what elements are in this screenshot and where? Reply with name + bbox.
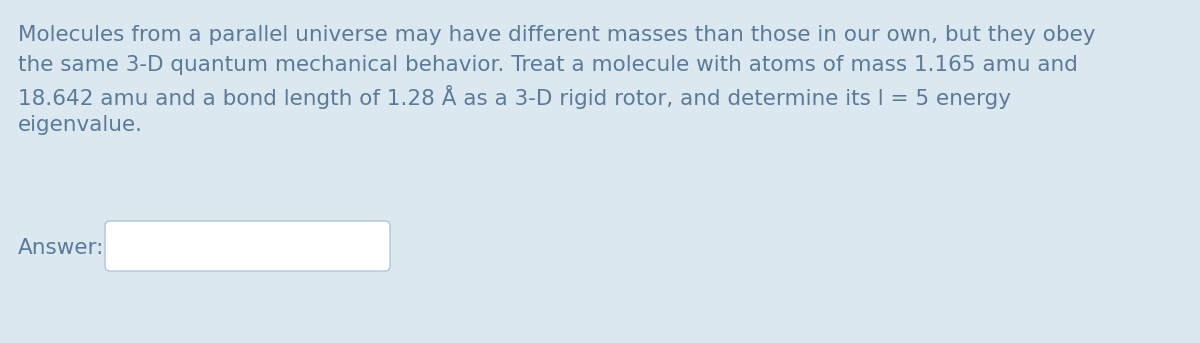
Text: Molecules from a parallel universe may have different masses than those in our o: Molecules from a parallel universe may h…: [18, 25, 1096, 45]
Text: Answer:: Answer:: [18, 238, 104, 258]
Text: eigenvalue.: eigenvalue.: [18, 115, 143, 135]
Text: the same 3-D quantum mechanical behavior. Treat a molecule with atoms of mass 1.: the same 3-D quantum mechanical behavior…: [18, 55, 1078, 75]
Text: 18.642 amu and a bond length of 1.28 Å as a 3-D rigid rotor, and determine its l: 18.642 amu and a bond length of 1.28 Å a…: [18, 85, 1010, 109]
FancyBboxPatch shape: [106, 221, 390, 271]
